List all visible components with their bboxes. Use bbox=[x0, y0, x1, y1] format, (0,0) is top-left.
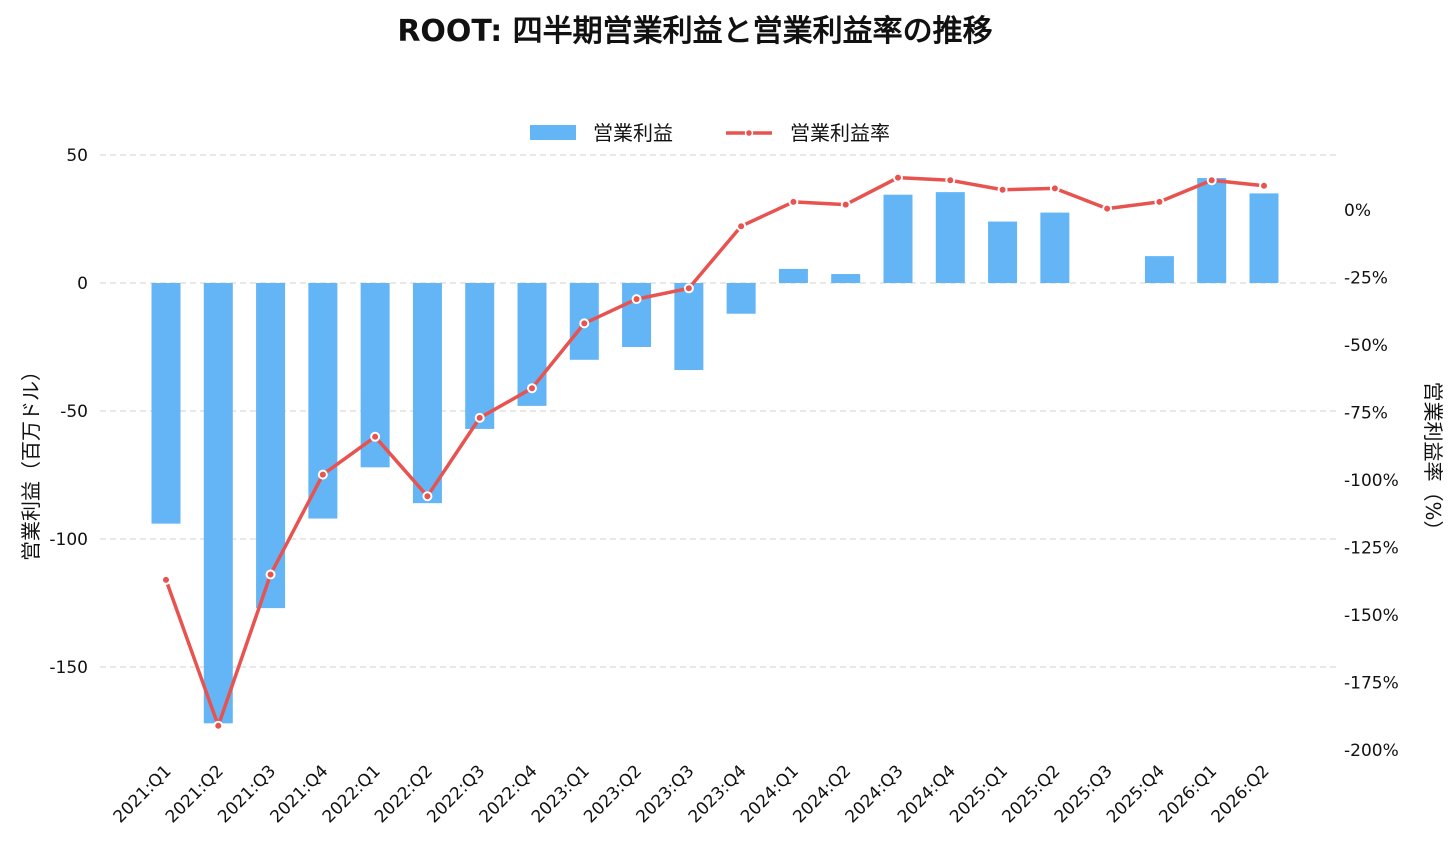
bar-operating-income bbox=[674, 283, 704, 371]
left-axis: 50 0 -50 -100 -150 bbox=[49, 146, 88, 678]
point-operating-margin bbox=[1206, 175, 1217, 186]
point-operating-margin bbox=[370, 431, 381, 442]
bar-operating-income bbox=[151, 283, 181, 524]
right-tick-label: -150% bbox=[1344, 606, 1399, 626]
bar-operating-income bbox=[465, 283, 495, 429]
point-operating-margin bbox=[1102, 203, 1113, 214]
bars bbox=[151, 178, 1279, 724]
bar-operating-income bbox=[1249, 193, 1279, 283]
right-tick-label: -75% bbox=[1344, 404, 1388, 424]
left-tick-label: -50 bbox=[60, 402, 88, 422]
point-operating-margin bbox=[317, 469, 328, 480]
left-tick-label: -100 bbox=[49, 530, 88, 550]
line-operating-margin bbox=[164, 175, 1265, 728]
bar-operating-income bbox=[203, 283, 233, 724]
right-tick-label: 0% bbox=[1344, 201, 1371, 221]
point-operating-margin bbox=[683, 283, 694, 294]
point-operating-margin bbox=[474, 412, 485, 423]
x-tick-label: 2026:Q2 bbox=[1208, 761, 1274, 827]
point-operating-margin bbox=[1259, 180, 1269, 191]
bar-operating-income bbox=[1144, 256, 1174, 283]
point-operating-margin bbox=[788, 196, 799, 207]
bar-operating-income bbox=[726, 283, 756, 314]
legend-swatch-operating-income bbox=[530, 125, 576, 140]
right-tick-label: -200% bbox=[1344, 741, 1399, 761]
point-operating-margin bbox=[527, 383, 537, 394]
x-axis: 2021:Q12021:Q22021:Q32021:Q42022:Q12022:… bbox=[110, 761, 1274, 827]
legend-label-operating-margin: 営業利益率 bbox=[790, 121, 890, 145]
bar-operating-income bbox=[256, 283, 286, 609]
point-operating-margin bbox=[213, 720, 224, 731]
legend-label-operating-income: 営業利益 bbox=[593, 121, 673, 145]
right-tick-label: -175% bbox=[1344, 674, 1399, 694]
right-tick-label: -50% bbox=[1344, 336, 1388, 356]
bar-operating-income bbox=[412, 283, 442, 504]
point-operating-margin bbox=[1049, 183, 1060, 194]
point-operating-margin bbox=[265, 569, 276, 580]
point-operating-margin bbox=[997, 184, 1008, 195]
bar-operating-income bbox=[622, 283, 652, 347]
point-operating-margin bbox=[631, 294, 642, 305]
left-tick-label: 0 bbox=[77, 274, 88, 294]
point-operating-margin bbox=[840, 199, 851, 210]
right-tick-label: -25% bbox=[1344, 269, 1388, 289]
margin-line bbox=[161, 172, 1269, 731]
left-tick-label: 50 bbox=[66, 146, 88, 166]
bar-operating-income bbox=[831, 274, 861, 283]
left-tick-label: -150 bbox=[49, 658, 88, 678]
bar-operating-income bbox=[308, 283, 338, 519]
point-operating-margin bbox=[422, 491, 433, 502]
point-operating-margin bbox=[893, 172, 903, 183]
bar-operating-income bbox=[1197, 178, 1227, 283]
bar-operating-income bbox=[988, 221, 1018, 283]
right-axis: 0% -25% -50% -75% -100% -125% -150% -175% -200% bbox=[1344, 201, 1399, 761]
point-operating-margin bbox=[579, 318, 590, 329]
point-operating-margin bbox=[1154, 196, 1165, 207]
right-tick-label: -100% bbox=[1344, 471, 1399, 491]
left-axis-label: 営業利益（百万ドル） bbox=[19, 361, 43, 561]
chart-title: ROOT: 四半期営業利益と営業利益率の推移 bbox=[397, 14, 992, 49]
legend: 営業利益 営業利益率 bbox=[530, 121, 890, 145]
grid bbox=[100, 154, 1336, 668]
bar-operating-income bbox=[883, 194, 913, 283]
bar-operating-income bbox=[935, 192, 965, 283]
legend-marker-operating-margin bbox=[744, 128, 754, 138]
point-operating-margin bbox=[161, 574, 171, 585]
point-operating-margin bbox=[736, 221, 747, 232]
right-tick-label: -125% bbox=[1344, 539, 1399, 559]
right-axis-label: 営業利益率（%） bbox=[1421, 381, 1445, 540]
bar-operating-income bbox=[1040, 212, 1070, 283]
point-operating-margin bbox=[945, 175, 956, 186]
bar-operating-income bbox=[778, 268, 808, 283]
